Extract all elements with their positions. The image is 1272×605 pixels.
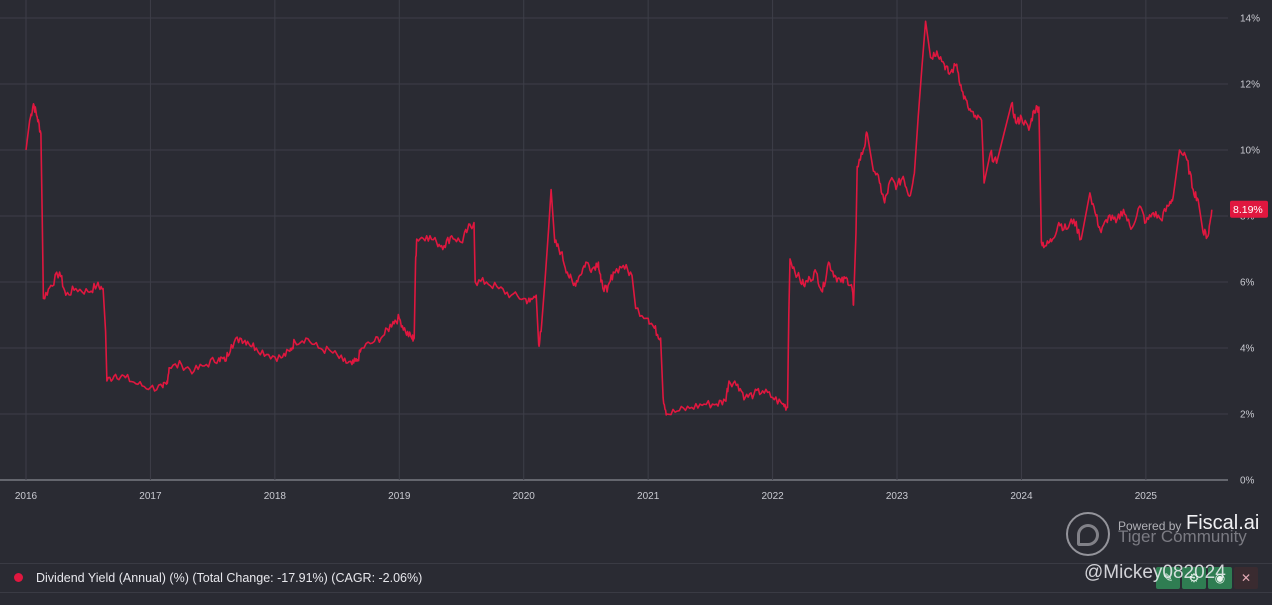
y-tick-label: 4% (1240, 344, 1255, 355)
x-tick-label: 2022 (761, 491, 784, 502)
y-tick-label: 6% (1240, 278, 1255, 289)
edit-icon[interactable]: ✎ (1156, 567, 1180, 589)
y-tick-label: 0% (1240, 476, 1255, 487)
line-chart: 0%2%4%6%8%10%12%14% 20162017201820192020… (0, 0, 1268, 502)
y-tick-label: 14% (1240, 14, 1260, 25)
x-tick-label: 2021 (637, 491, 660, 502)
x-tick-label: 2019 (388, 491, 411, 502)
x-tick-label: 2016 (15, 491, 38, 502)
x-tick-label: 2017 (139, 491, 162, 502)
settings-icon[interactable]: ⚙ (1182, 567, 1206, 589)
visibility-icon[interactable]: ◉ (1208, 567, 1232, 589)
x-tick-label: 2020 (513, 491, 536, 502)
x-tick-label: 2024 (1010, 491, 1033, 502)
legend-marker (14, 573, 23, 582)
last-value-label: 8.19% (1233, 204, 1263, 216)
x-tick-label: 2023 (886, 491, 909, 502)
last-value-badge: 8.19% (1230, 200, 1268, 218)
legend-tools: ✎ ⚙ ◉ ✕ (1156, 567, 1258, 589)
chart-legend: Dividend Yield (Annual) (%) (Total Chang… (0, 563, 1272, 593)
y-tick-label: 12% (1240, 80, 1260, 91)
y-tick-label: 2% (1240, 410, 1255, 421)
tiger-logo-icon (1066, 512, 1110, 556)
legend-series-label[interactable]: Dividend Yield (Annual) (%) (Total Chang… (36, 571, 423, 585)
close-icon[interactable]: ✕ (1234, 567, 1258, 589)
tiger-community-text: Tiger Community (1118, 527, 1247, 546)
fiscal-brand: Fiscal.ai (1186, 512, 1260, 534)
gridlines (0, 0, 1228, 481)
x-tick-label: 2025 (1135, 491, 1158, 502)
dividend-yield-line (25, 20, 1213, 416)
fiscal-watermark: Powered by Fiscal.ai Tiger Community (1064, 511, 1264, 563)
x-axis-labels: 2016 2017 2018 2019 2020 2021 2022 2023 2024 2025 (15, 491, 1158, 502)
powered-by-text: Powered by (1118, 519, 1182, 533)
y-axis-labels: 0%2%4%6%8%10%12%14% (1240, 14, 1260, 487)
y-tick-label: 10% (1240, 146, 1260, 157)
author-handle: @Mickey082024 (1084, 562, 1226, 583)
x-tick-label: 2018 (264, 491, 287, 502)
